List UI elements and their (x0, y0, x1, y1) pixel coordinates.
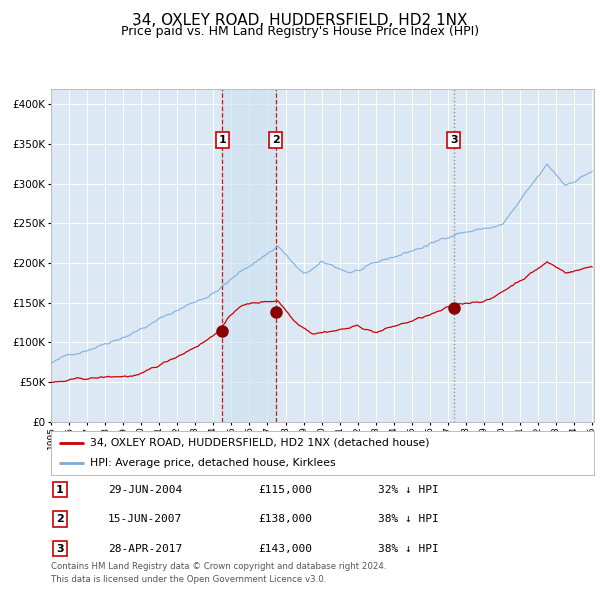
Text: 3: 3 (56, 544, 64, 553)
Text: 2: 2 (56, 514, 64, 524)
Text: £138,000: £138,000 (258, 514, 312, 524)
Text: 1: 1 (218, 135, 226, 145)
Text: £143,000: £143,000 (258, 544, 312, 553)
Text: 3: 3 (450, 135, 457, 145)
Text: 38% ↓ HPI: 38% ↓ HPI (378, 514, 439, 524)
Text: 29-JUN-2004: 29-JUN-2004 (108, 485, 182, 494)
Text: 15-JUN-2007: 15-JUN-2007 (108, 514, 182, 524)
Text: Contains HM Land Registry data © Crown copyright and database right 2024.: Contains HM Land Registry data © Crown c… (51, 562, 386, 571)
Text: £115,000: £115,000 (258, 485, 312, 494)
Text: 28-APR-2017: 28-APR-2017 (108, 544, 182, 553)
Text: This data is licensed under the Open Government Licence v3.0.: This data is licensed under the Open Gov… (51, 575, 326, 584)
Text: HPI: Average price, detached house, Kirklees: HPI: Average price, detached house, Kirk… (90, 458, 336, 468)
Text: Price paid vs. HM Land Registry's House Price Index (HPI): Price paid vs. HM Land Registry's House … (121, 25, 479, 38)
Text: 34, OXLEY ROAD, HUDDERSFIELD, HD2 1NX (detached house): 34, OXLEY ROAD, HUDDERSFIELD, HD2 1NX (d… (90, 438, 430, 448)
Text: 32% ↓ HPI: 32% ↓ HPI (378, 485, 439, 494)
Text: 1: 1 (56, 485, 64, 494)
Text: 34, OXLEY ROAD, HUDDERSFIELD, HD2 1NX: 34, OXLEY ROAD, HUDDERSFIELD, HD2 1NX (132, 13, 468, 28)
Text: 38% ↓ HPI: 38% ↓ HPI (378, 544, 439, 553)
Text: 2: 2 (272, 135, 280, 145)
Bar (222, 88, 276, 422)
